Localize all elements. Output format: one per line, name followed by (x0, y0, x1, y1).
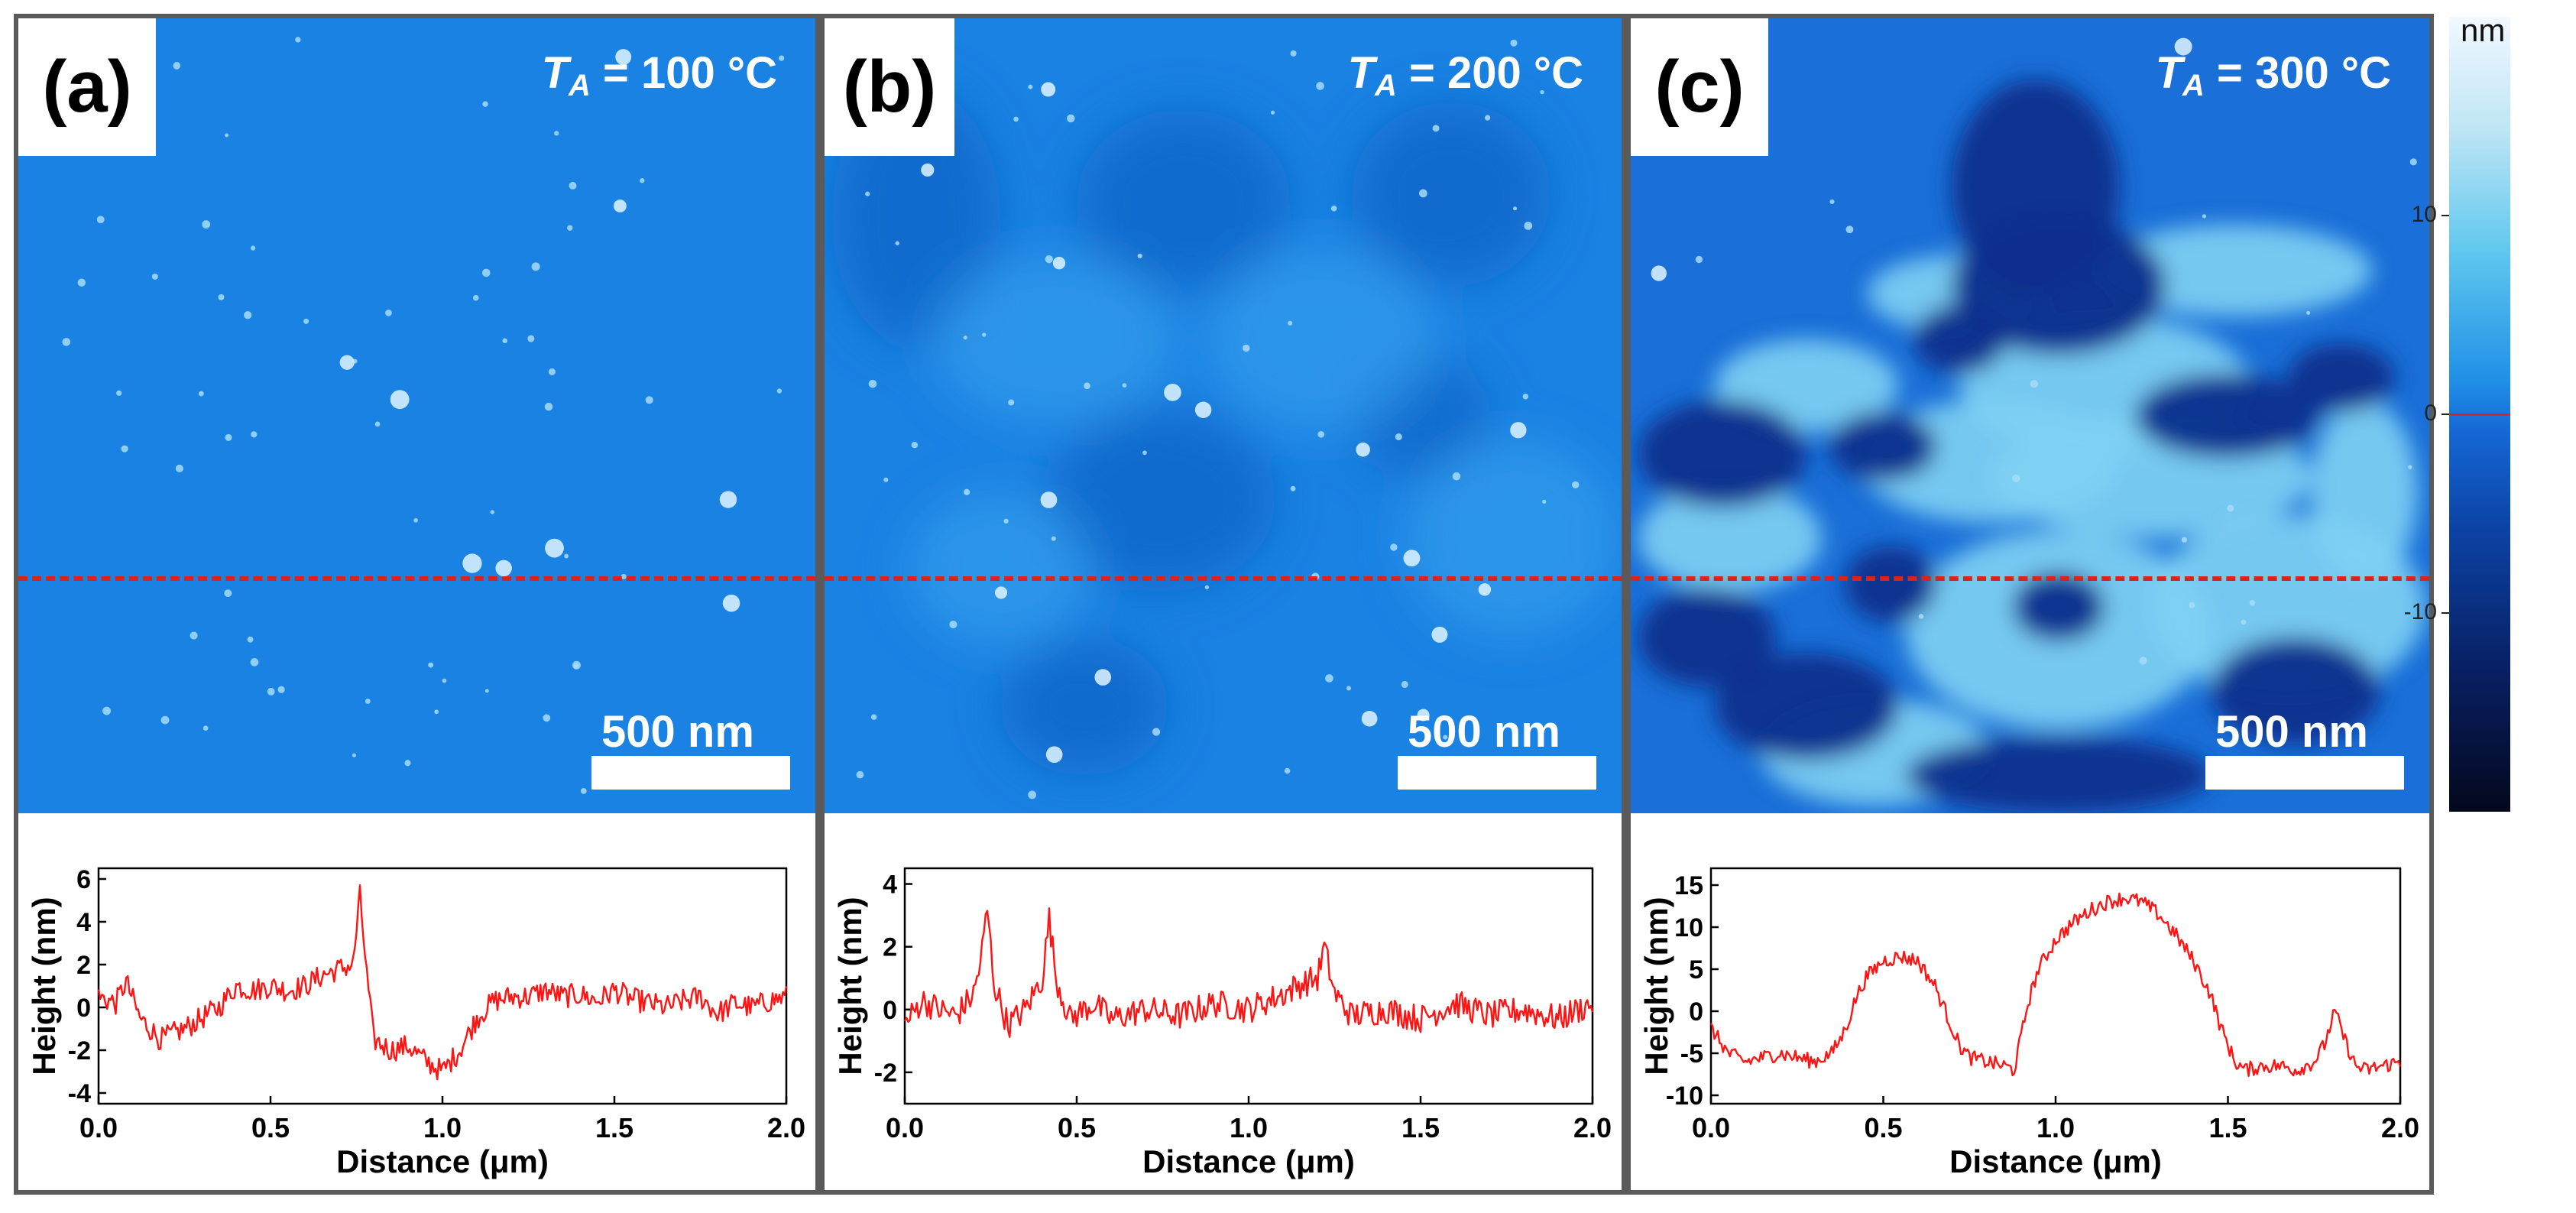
y-tick-label: -2 (874, 1059, 897, 1088)
scale-bar-label: 500 nm (2215, 707, 2368, 757)
scale-bar (1398, 756, 1596, 790)
y-tick-label: 0 (883, 996, 897, 1025)
x-tick-label: 1.5 (1401, 1112, 1440, 1143)
y-tick-label: -2 (68, 1036, 91, 1065)
x-tick-label: 1.5 (2208, 1112, 2247, 1143)
afm-height-image (1631, 18, 2429, 813)
y-axis-label: Height (nm) (1638, 897, 1674, 1075)
y-tick-label: 0 (76, 994, 91, 1023)
x-tick-label: 1.0 (2036, 1112, 2075, 1143)
scale-bar (591, 756, 790, 790)
y-tick-label: 2 (76, 951, 91, 980)
colorbar-tick-label: 10 (2411, 202, 2437, 227)
colorbar-tick-mark (2442, 215, 2449, 216)
height-profile-line (97, 884, 788, 1081)
y-tick-label: 0 (1689, 997, 1703, 1027)
y-axis-label: Height (nm) (832, 897, 868, 1075)
height-profile-plot: 4 2 0 -2 0.0 0.5 1.0 1.5 2.0 Distance (μm) Height … (832, 867, 1612, 1179)
y-tick-label: 15 (1674, 871, 1703, 900)
x-axis-label: Distance (μm) (336, 1143, 549, 1179)
x-tick-label: 2.0 (767, 1112, 805, 1143)
scale-bar (2205, 756, 2404, 790)
x-tick-label: 1.0 (423, 1112, 462, 1143)
x-tick-label: 0.5 (251, 1112, 290, 1143)
profile-cut-line (18, 576, 815, 581)
plot-frame (1709, 867, 2402, 1105)
colorbar-tick-label: 0 (2424, 401, 2437, 426)
afm-height-image (825, 18, 1622, 813)
annealing-temperature-label: TA = 300 °C (2155, 48, 2391, 102)
height-profile-plot: 6 4 2 0 -2 -4 0.0 0.5 1.0 1.5 2.0 Distance (μm) Heig… (26, 865, 805, 1179)
y-tick-label: -5 (1680, 1039, 1703, 1069)
colorbar-zero-marker (2449, 414, 2510, 416)
height-profile-line (903, 907, 1594, 1038)
profile-cut-line (825, 576, 1622, 581)
y-axis-label: Height (nm) (26, 897, 62, 1075)
scale-bar-label: 500 nm (1408, 707, 1560, 757)
colorbar-tick-mark (2442, 414, 2449, 415)
x-axis-label: Distance (μm) (1142, 1143, 1355, 1179)
colorbar-tick-mark (2442, 612, 2449, 614)
x-tick-label: 1.5 (595, 1112, 633, 1143)
scale-bar-label: 500 nm (601, 707, 754, 757)
height-profile-line (1709, 892, 2402, 1077)
panel-a: (a) TA = 100 °C 500 nm 6 4 2 0 -2 -4 0.0 0.5 1.0 1.5… (14, 14, 820, 1195)
annealing-temperature-label: TA = 100 °C (541, 48, 777, 102)
x-axis-label: Distance (μm) (1949, 1143, 2162, 1179)
profile-cut-line (1631, 576, 2429, 581)
panel-letter: (b) (825, 18, 954, 156)
y-tick-label: 10 (1674, 913, 1703, 942)
x-tick-label: 2.0 (2381, 1112, 2419, 1143)
annealing-temperature-label: TA = 200 °C (1347, 48, 1583, 102)
plot-frame (903, 867, 1594, 1105)
x-tick-label: 2.0 (1573, 1112, 1612, 1143)
x-tick-label: 0.5 (1058, 1112, 1096, 1143)
height-profile-plot: 15 10 5 0 -5 -100.0 0.5 1.0 1.5 2.0 Distance (μm) H… (1638, 867, 2419, 1179)
panel-letter: (c) (1631, 18, 1768, 156)
colorbar-unit: nm (2461, 12, 2506, 48)
y-tick-label: -4 (68, 1079, 91, 1108)
y-tick-label: 4 (883, 871, 897, 900)
panel-c: (c) TA = 300 °C 500 nm 15 10 5 0 -5 -10 0.0 0.5 1.0… (1626, 14, 2434, 1195)
plot-frame (97, 867, 788, 1105)
x-tick-label: 0.5 (1864, 1112, 1902, 1143)
y-tick-label: 4 (76, 908, 91, 937)
x-tick-label: 1.0 (1230, 1112, 1268, 1143)
y-tick-label: 6 (76, 865, 91, 894)
x-tick-label: 0.0 (886, 1112, 924, 1143)
x-tick-label: 0.0 (79, 1112, 118, 1143)
panel-b: (b) TA = 200 °C 500 nm 4 2 0 -2 0.0 0.5 1.0 1.5 2.0… (820, 14, 1626, 1195)
panel-letter: (a) (18, 18, 156, 156)
x-tick-label: 0.0 (1692, 1112, 1730, 1143)
y-tick-label: 5 (1689, 955, 1703, 984)
y-tick-label: -10 (1666, 1082, 1703, 1111)
colorbar-tick-label: -10 (2403, 599, 2437, 624)
y-tick-label: 2 (883, 933, 897, 962)
